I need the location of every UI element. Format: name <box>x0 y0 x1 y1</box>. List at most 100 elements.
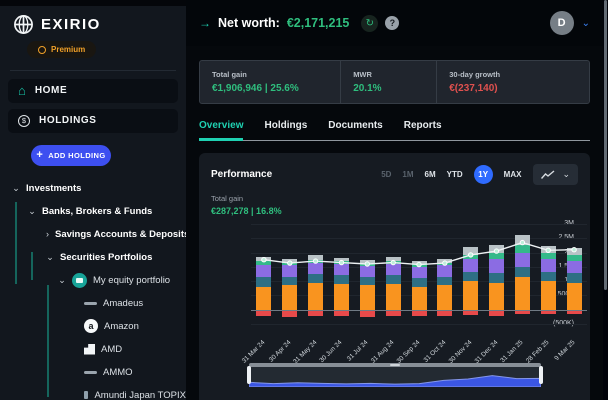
sidebar-item-holdings[interactable]: $ HOLDINGS <box>8 108 178 133</box>
navigator-left-handle[interactable] <box>246 366 251 384</box>
help-icon[interactable]: ? <box>385 16 400 30</box>
chevron-down-icon[interactable]: ⌄ <box>58 274 66 285</box>
segment-red-negative[interactable] <box>437 310 453 317</box>
segment-gray[interactable] <box>540 246 556 254</box>
segment-teal[interactable] <box>463 272 479 282</box>
tree-item-savings-accounts-deposits[interactable]: › Savings Accounts & Deposits <box>0 223 189 246</box>
range-5d[interactable]: 5D <box>381 170 392 179</box>
segment-teal[interactable] <box>437 276 453 286</box>
segment-orange[interactable] <box>566 282 582 310</box>
segment-gray[interactable] <box>359 259 375 264</box>
range-ytd[interactable]: YTD <box>446 170 463 179</box>
tab-reports[interactable]: Reports <box>403 120 442 131</box>
segment-gray[interactable] <box>385 257 401 262</box>
segment-teal[interactable] <box>540 272 556 282</box>
segment-green[interactable] <box>437 262 453 266</box>
tree-item-banks-brokers-funds[interactable]: ⌄ Banks, Brokers & Funds <box>0 200 186 223</box>
segment-gray[interactable] <box>489 245 505 253</box>
segment-teal[interactable] <box>359 276 375 286</box>
currency-refresh-icon[interactable]: ↻ <box>361 14 379 32</box>
segment-teal[interactable] <box>489 272 505 283</box>
segment-teal[interactable] <box>308 274 324 283</box>
page-scrollbar-thumb[interactable] <box>604 0 607 290</box>
chevron-down-icon[interactable]: ⌄ <box>12 182 20 193</box>
segment-purple[interactable] <box>282 265 298 277</box>
add-holding-button[interactable]: + ADD HOLDING <box>31 144 111 166</box>
segment-teal[interactable] <box>333 275 349 284</box>
segment-purple[interactable] <box>411 266 427 279</box>
segment-purple[interactable] <box>566 260 582 274</box>
segment-green[interactable] <box>256 261 272 265</box>
segment-red-negative[interactable] <box>489 310 505 316</box>
segment-red-negative[interactable] <box>463 310 479 315</box>
segment-purple[interactable] <box>256 264 272 277</box>
segment-teal[interactable] <box>282 276 298 286</box>
segment-green[interactable] <box>282 262 298 266</box>
segment-teal[interactable] <box>514 266 530 277</box>
tree-item-amundi-japan-topix[interactable]: Amundi Japan TOPIX <box>0 384 186 400</box>
segment-purple[interactable] <box>540 259 556 272</box>
segment-teal[interactable] <box>385 275 401 284</box>
segment-green[interactable] <box>514 244 530 253</box>
segment-orange[interactable] <box>411 286 427 310</box>
range-max[interactable]: MAX <box>503 170 522 179</box>
segment-red-negative[interactable] <box>256 310 272 317</box>
segment-orange[interactable] <box>540 281 556 310</box>
segment-gray[interactable] <box>282 259 298 263</box>
segment-green[interactable] <box>411 264 427 267</box>
segment-gray[interactable] <box>411 260 427 264</box>
segment-red-negative[interactable] <box>540 310 556 315</box>
segment-orange[interactable] <box>282 285 298 310</box>
segment-teal[interactable] <box>256 276 272 287</box>
segment-red-negative[interactable] <box>282 310 298 317</box>
tab-documents[interactable]: Documents <box>328 120 383 131</box>
chart-type-button[interactable]: ⌄ <box>533 164 578 185</box>
segment-gray[interactable] <box>308 255 324 260</box>
tree-item-my-equity-portfolio[interactable]: ⌄ My equity portfolio <box>0 269 186 292</box>
segment-gray[interactable] <box>514 235 530 245</box>
segment-purple[interactable] <box>514 252 530 267</box>
segment-orange[interactable] <box>359 285 375 310</box>
segment-purple[interactable] <box>489 258 505 273</box>
navigator-right-handle[interactable] <box>538 366 543 384</box>
segment-green[interactable] <box>540 253 556 260</box>
segment-red-negative[interactable] <box>333 310 349 317</box>
range-1m[interactable]: 1M <box>402 170 414 179</box>
segment-gray[interactable] <box>566 248 582 256</box>
tree-item-ammo[interactable]: AMMO <box>0 361 186 384</box>
segment-purple[interactable] <box>333 264 349 276</box>
avatar[interactable]: D <box>549 11 574 35</box>
sidebar-item-home[interactable]: ⌂ HOME <box>8 78 178 103</box>
avatar-chevron-down-icon[interactable]: ⌄ <box>581 17 590 29</box>
segment-orange[interactable] <box>385 284 401 310</box>
tab-holdings[interactable]: Holdings <box>264 120 308 131</box>
segment-purple[interactable] <box>385 264 401 276</box>
range-6m[interactable]: 6M <box>424 170 436 179</box>
segment-orange[interactable] <box>489 282 505 310</box>
segment-green[interactable] <box>463 254 479 260</box>
tree-item-amd[interactable]: AMD <box>0 338 186 361</box>
segment-orange[interactable] <box>437 285 453 310</box>
tree-item-amazon[interactable]: a Amazon <box>0 315 186 338</box>
segment-red-negative[interactable] <box>308 310 324 317</box>
navigator-scrollbar[interactable] <box>248 363 541 367</box>
segment-red-negative[interactable] <box>359 310 375 317</box>
segment-purple[interactable] <box>437 265 453 277</box>
segment-purple[interactable] <box>308 262 324 274</box>
segment-red-negative[interactable] <box>566 310 582 314</box>
segment-orange[interactable] <box>308 282 324 310</box>
segment-green[interactable] <box>385 261 401 264</box>
segment-green[interactable] <box>333 261 349 264</box>
segment-purple[interactable] <box>463 259 479 272</box>
segment-gray[interactable] <box>463 246 479 255</box>
segment-purple[interactable] <box>359 266 375 277</box>
tree-item-amadeus[interactable]: Amadeus <box>0 292 186 315</box>
segment-green[interactable] <box>359 263 375 266</box>
segment-green[interactable] <box>489 252 505 259</box>
segment-green[interactable] <box>566 255 582 261</box>
segment-orange[interactable] <box>514 276 530 310</box>
segment-gray[interactable] <box>437 258 453 263</box>
segment-orange[interactable] <box>256 286 272 310</box>
segment-red-negative[interactable] <box>385 310 401 317</box>
chevron-right-icon[interactable]: › <box>46 228 49 239</box>
